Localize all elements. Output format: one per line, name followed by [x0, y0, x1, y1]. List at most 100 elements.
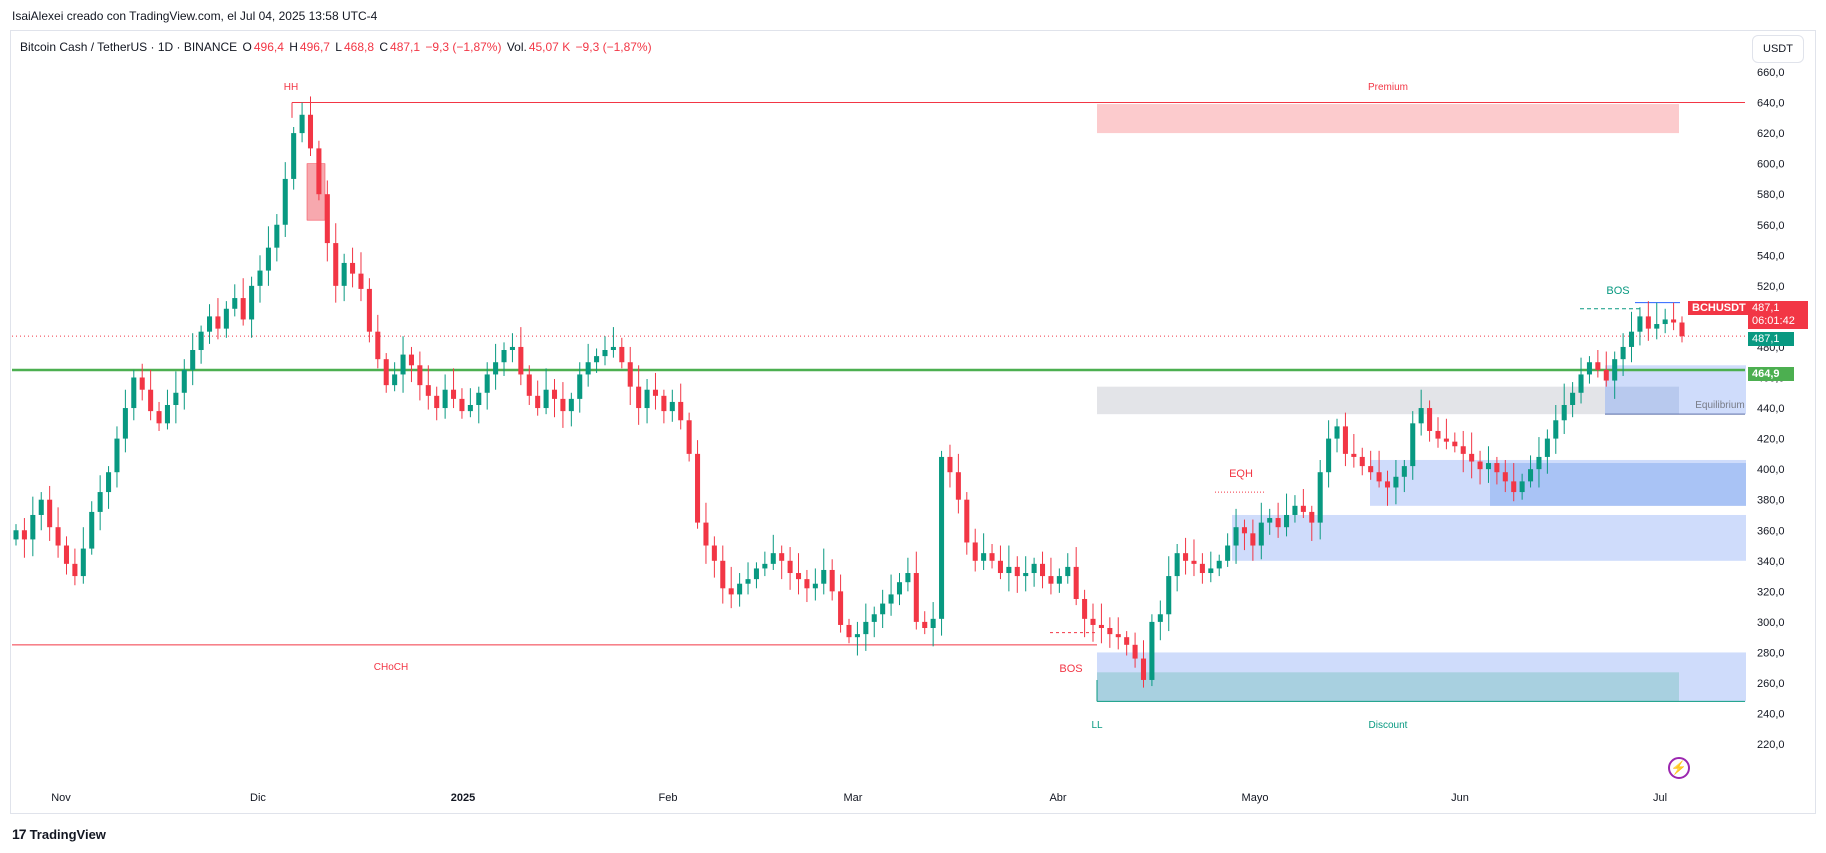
price-tick-label: 580,0 — [1757, 189, 1785, 201]
candle — [1048, 557, 1054, 595]
candle — [484, 362, 490, 410]
candle-body — [1654, 324, 1660, 329]
candle — [341, 253, 347, 302]
candle — [981, 533, 987, 570]
bar-countdown: 06:01:42 — [1752, 315, 1795, 327]
candle — [1124, 631, 1130, 656]
candle — [1485, 446, 1491, 483]
candle-body — [1511, 481, 1517, 493]
candle-body — [753, 568, 759, 580]
candle — [131, 369, 137, 421]
candle — [459, 388, 465, 419]
candle — [63, 536, 70, 575]
close-value: 487,1 — [390, 40, 421, 54]
candle-body — [997, 560, 1003, 574]
candle — [636, 365, 642, 425]
candle-body — [1435, 430, 1441, 439]
candle — [518, 327, 524, 386]
tradingview-logo[interactable]: 17 TradingView — [12, 826, 106, 842]
candle-body — [1570, 392, 1576, 405]
chart-annotation: CHoCH — [374, 662, 408, 673]
candle — [240, 278, 246, 326]
candle — [148, 369, 154, 421]
candle-body — [316, 148, 322, 195]
candle-body — [408, 354, 414, 366]
candle — [1166, 556, 1172, 632]
change-value: −9,3 (−1,87%) — [425, 40, 502, 54]
candle — [417, 351, 423, 401]
candle — [1342, 412, 1348, 467]
candle-body — [695, 453, 701, 523]
candle-body — [1090, 618, 1096, 625]
candle-body — [501, 350, 507, 363]
tradingview-mark-icon: 17 — [12, 826, 27, 842]
time-tick-label: Jun — [1451, 792, 1469, 804]
candle — [1376, 450, 1382, 488]
candle-body — [1494, 463, 1500, 473]
candle — [1536, 437, 1542, 488]
candle-body — [922, 621, 928, 629]
chart-annotation: BOS — [1606, 285, 1629, 297]
candle-body — [1679, 322, 1685, 337]
candle-body — [669, 401, 675, 412]
candle-body — [1174, 553, 1180, 577]
candle-body — [114, 438, 120, 473]
candle — [720, 545, 726, 604]
candle — [232, 284, 238, 317]
candle-body — [1267, 518, 1273, 523]
candle-body — [1065, 566, 1071, 577]
candle-body — [1393, 476, 1399, 488]
candle-body — [1250, 533, 1256, 546]
candle — [779, 545, 785, 580]
candle — [795, 553, 802, 595]
candle-body — [829, 569, 835, 592]
currency-button[interactable]: USDT — [1752, 35, 1804, 63]
candle-body — [1023, 573, 1029, 577]
candle-body — [392, 374, 398, 386]
candle — [1410, 411, 1416, 480]
lightning-icon[interactable]: ⚡ — [1668, 757, 1690, 779]
candle — [392, 362, 398, 392]
candle — [854, 621, 860, 656]
candle — [1595, 350, 1601, 378]
candle — [1233, 508, 1239, 564]
candle — [1241, 519, 1247, 551]
symbol-legend[interactable]: Bitcoin Cash / TetherUS · 1D · BINANCE O… — [20, 40, 654, 54]
price-tick-label: 600,0 — [1757, 159, 1785, 171]
candle — [888, 574, 894, 616]
candle-body — [678, 401, 684, 421]
candle-body — [89, 511, 95, 549]
candle — [1662, 308, 1668, 334]
candle-body — [47, 499, 53, 528]
candle — [1612, 351, 1618, 399]
candle — [215, 298, 221, 340]
candle — [1603, 351, 1609, 387]
candle-body — [1040, 563, 1046, 577]
candle-body — [1233, 527, 1239, 546]
candle — [156, 401, 162, 431]
candle-body — [1006, 566, 1012, 574]
candle — [1149, 614, 1155, 687]
candle — [610, 327, 616, 358]
candle-body — [207, 316, 213, 332]
candle-body — [661, 395, 667, 412]
candle — [1427, 400, 1433, 442]
candle-body — [1342, 426, 1348, 454]
candle — [509, 333, 515, 363]
candle — [1275, 502, 1281, 538]
candle — [316, 140, 322, 201]
candle-body — [1586, 362, 1592, 375]
candle-body — [1098, 624, 1104, 629]
candle — [711, 536, 717, 578]
symbol-title[interactable]: Bitcoin Cash / TetherUS · 1D · BINANCE — [20, 40, 238, 54]
price-tick-label: 560,0 — [1757, 220, 1785, 232]
candle-body — [551, 389, 558, 399]
candle — [1620, 333, 1626, 376]
candle-body — [1082, 598, 1088, 619]
candle — [38, 492, 44, 531]
candle — [1553, 404, 1559, 454]
candle-body — [652, 389, 658, 396]
candle — [913, 551, 919, 630]
candle-body — [594, 356, 600, 363]
